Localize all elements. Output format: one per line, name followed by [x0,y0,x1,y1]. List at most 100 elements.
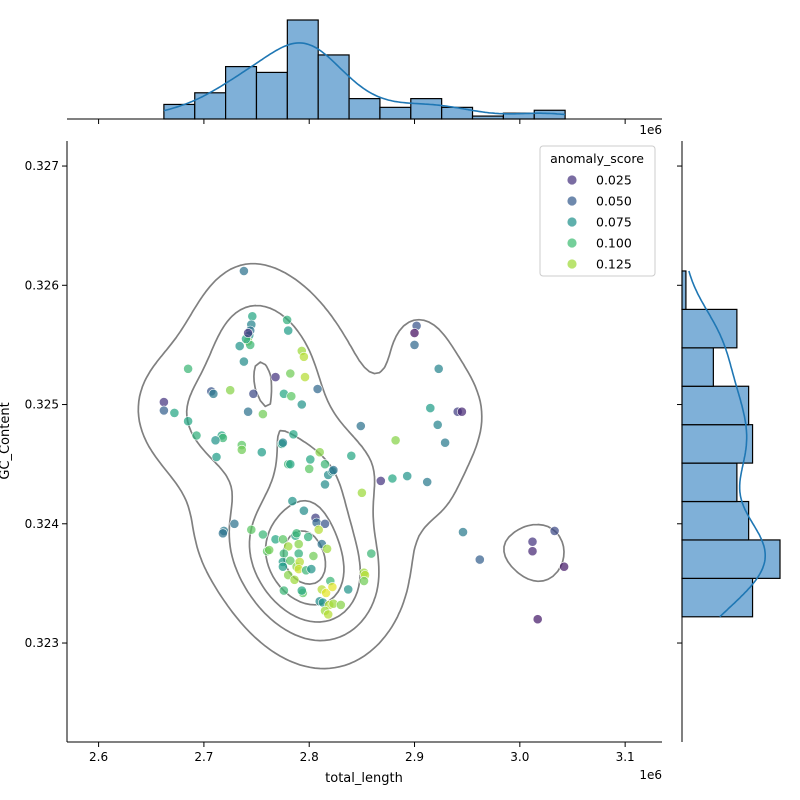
y-tick-label: 0.326 [25,278,59,292]
legend-title: anomaly_score [550,151,644,166]
scatter-point [322,543,332,554]
scatter-point [355,421,366,431]
scatter-point [283,541,294,552]
scatter-point [458,527,468,537]
scatter-point [296,399,307,410]
scatter-point [304,463,315,474]
scatter-point [303,532,314,542]
scatter-point [158,397,169,407]
scatter-point [229,518,240,529]
scatter-point [432,419,443,430]
legend-entries: 0.025 0.050 0.075 0.100 0.125 [567,173,632,272]
right-histogram-bar [681,462,738,503]
y-tick-label: 0.323 [25,636,59,650]
scatter-point [248,388,259,399]
scatter-point [425,403,436,413]
x-tick-label: 2.9 [405,750,424,764]
scatter-point [169,407,180,418]
scatter-point [287,496,298,506]
scatter-point [320,518,330,529]
scatter-point [321,588,331,598]
scatter-point [356,487,367,498]
top-histogram-bar [410,98,443,120]
scatter-point [238,266,249,276]
kde-contours [137,262,565,670]
scatter-point [246,524,257,535]
scatter-point [191,430,202,441]
legend-marker [567,175,577,185]
scatter-point [422,477,433,487]
right-histogram-bar [681,270,687,311]
scatter-point [270,372,281,382]
scatter-point [402,471,413,481]
scatter-point [359,576,369,586]
scatter-point [293,539,304,549]
scatter-point [366,548,377,559]
scatter-point [314,447,325,458]
top-histogram-bar [317,54,350,120]
scatter-point [328,465,339,475]
top-histogram-bar [379,106,412,120]
right-histogram-bar [681,424,754,464]
scatter-point [313,524,324,535]
right-histogram-bar [681,347,714,387]
top-marginal-kde-line [163,42,566,116]
scatter-point [264,545,275,555]
scatter-point [277,534,288,545]
x-tick-label: 2.8 [300,750,319,764]
scatter-point [308,551,319,561]
legend-label: 0.125 [596,257,632,272]
top-histogram-bar [255,71,288,120]
scatter-point [289,574,300,585]
legend: anomaly_score 0.025 0.050 0.075 0.100 0.125 [539,145,656,277]
top-marginal-ticks [98,119,626,124]
scatter-point [247,311,258,322]
scatter-point [278,548,289,559]
scatter-point [183,416,193,427]
x-tick-label: 3.1 [616,750,635,764]
top-marginal-histogram [163,19,566,120]
scatter-point [559,561,569,572]
right-marginal-histogram [681,270,781,618]
scatter-point [286,391,297,402]
x-axis-ticks: 2.6 2.7 2.8 2.9 3.0 3.1 [89,742,635,764]
x-axis-label: total_length [325,771,403,786]
scatter-point [282,314,292,325]
x-tick-label: 2.6 [89,750,108,764]
right-histogram-bar [681,500,750,541]
scatter-point [532,614,543,625]
kde-contour-level [137,262,565,670]
scatter-point [236,444,247,455]
scatter-point [225,385,236,396]
scatter-point [257,409,268,419]
x-tick-label: 3.0 [510,750,529,764]
legend-label: 0.100 [596,236,632,251]
scatter-point [346,450,357,461]
scatter-point [285,555,296,566]
scatter-point [387,473,398,484]
scatter-point [298,505,309,516]
right-marginal-kde-line [688,270,766,618]
scatter-point [409,328,420,338]
scatter-point [293,548,304,559]
scatter-point [158,405,169,416]
scatter-point [277,437,288,448]
scatter-point [409,339,420,350]
kde-contour-level [248,361,362,623]
scatter-point [390,435,401,446]
scatter-point [291,528,302,539]
scatter-point [312,384,323,394]
scatter-point [300,372,310,382]
legend-marker [567,217,577,227]
legend-marker [567,259,577,269]
scatter-point [375,475,386,486]
scatter-point [440,437,450,448]
legend-label: 0.075 [596,215,632,230]
scatter-point [285,459,296,470]
scatter-point [320,459,330,470]
y-tick-label: 0.327 [25,159,59,173]
scatter-point [323,609,334,620]
scatter-point [305,454,316,465]
scatter-point [549,526,560,536]
